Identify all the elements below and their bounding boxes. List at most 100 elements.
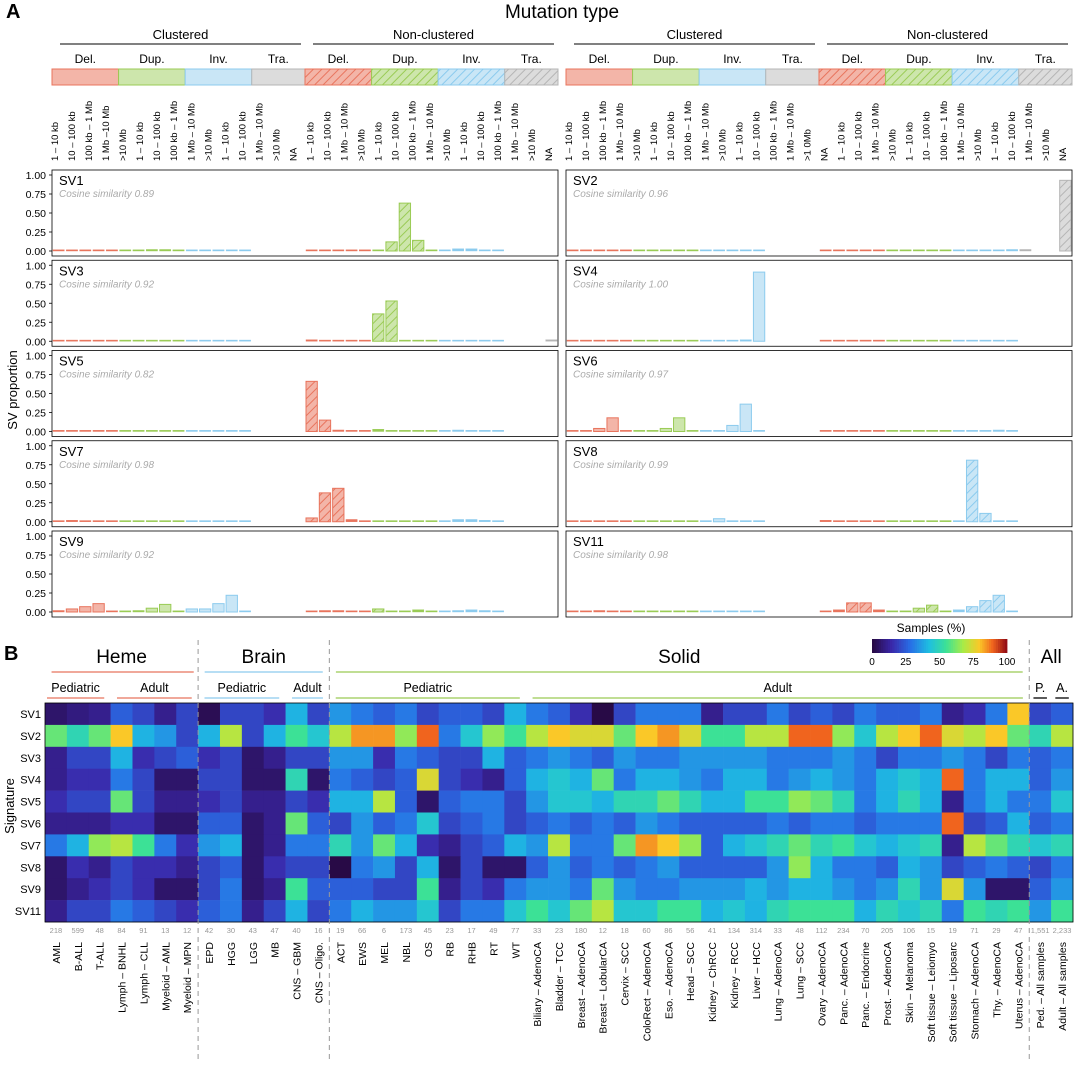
colorbar-segment — [953, 639, 956, 653]
heat-cell-SV1-43 — [985, 703, 1008, 726]
heat-cell-SV3-18 — [438, 746, 461, 769]
heat-col-label: B-ALL — [73, 942, 85, 971]
heat-cell-SV8-14 — [351, 856, 374, 879]
heat-cell-SV4-21 — [504, 768, 527, 791]
bar-SV8-27 — [926, 520, 939, 522]
heat-cell-SV3-31 — [723, 746, 746, 769]
y-tick-label: 0.25 — [26, 408, 47, 420]
x-tick-label: 10 – 100 kb — [854, 111, 865, 161]
heat-cell-SV7-46 — [1051, 834, 1074, 857]
type-stripe-dup — [885, 68, 953, 86]
sample-count: 40 — [292, 926, 300, 935]
colorbar-segment — [982, 639, 985, 653]
heat-col-label: EWS — [357, 942, 369, 966]
heat-cell-SV9-6 — [176, 878, 199, 901]
heat-cell-SV5-23 — [548, 790, 571, 813]
sample-count: 29 — [992, 926, 1000, 935]
colorbar-segment — [991, 639, 994, 653]
heat-cell-SV8-2 — [88, 856, 111, 879]
type-label-dup: Dup. — [653, 52, 678, 66]
bar-SV6-25 — [899, 430, 912, 432]
bar-SV4-21 — [846, 339, 859, 342]
heat-cell-SV6-34 — [788, 812, 811, 835]
bar-SV11-28 — [939, 610, 952, 613]
heat-cell-SV4-5 — [154, 768, 177, 791]
bar-SV7-2 — [79, 520, 92, 522]
bar-SV3-9 — [172, 339, 185, 342]
sample-count: 6 — [382, 926, 386, 935]
bar-SV9-26 — [399, 610, 411, 613]
heat-cell-SV1-6 — [176, 703, 199, 726]
heat-cell-SV1-16 — [394, 703, 418, 726]
bar-SV5-23 — [359, 430, 371, 432]
heat-cell-SV7-24 — [569, 834, 593, 857]
heat-cell-SV4-35 — [810, 768, 833, 791]
bar-SV6-30 — [966, 430, 978, 432]
heat-col-label: ACT — [335, 941, 347, 963]
heat-col-label: Panc. – AdenoCA — [838, 942, 850, 1025]
heat-cell-SV8-4 — [132, 856, 155, 879]
heat-cell-SV7-43 — [985, 834, 1008, 857]
heat-cell-SV9-38 — [876, 878, 899, 901]
heat-cell-SV3-23 — [548, 746, 571, 769]
bar-SV7-22 — [345, 519, 358, 522]
heat-cell-SV2-22 — [526, 724, 549, 748]
heat-cell-SV7-21 — [504, 834, 527, 857]
bar-SV5-2 — [79, 430, 92, 432]
sample-count: 33 — [774, 926, 782, 935]
x-tick-label: >10 Mb — [271, 129, 282, 161]
bar-SV5-0 — [52, 430, 65, 432]
heat-cell-SV7-30 — [701, 834, 724, 857]
x-tick-label: 1 Mb –10 Mb — [101, 106, 112, 161]
heat-cell-SV1-45 — [1029, 703, 1052, 726]
bar-SV5-7 — [146, 430, 158, 432]
heat-cell-SV9-27 — [635, 878, 658, 901]
heat-cell-SV1-35 — [810, 703, 833, 726]
heat-col-label: CNS – Oligo. — [313, 942, 325, 1003]
heat-cell-SV8-27 — [635, 856, 658, 879]
bar-SV9-22 — [345, 610, 358, 613]
bar-SV6-7 — [659, 427, 673, 432]
bar-SV7-3 — [92, 520, 105, 522]
cosine-similarity: Cosine similarity 1.00 — [573, 279, 668, 290]
heat-cell-SV3-14 — [351, 746, 374, 769]
type-stripe-del — [565, 68, 634, 86]
x-tick-label: 1 Mb – 10 Mb — [871, 103, 882, 161]
bar-SV8-4 — [620, 520, 632, 522]
bar-SV9-20 — [319, 610, 331, 613]
colorbar-segment — [962, 639, 965, 653]
bar-SV7-5 — [119, 520, 132, 522]
colorbar-segment — [932, 639, 936, 653]
heat-cell-SV9-32 — [744, 878, 768, 901]
bar-SV11-2 — [593, 610, 606, 613]
type-label-del: Del. — [589, 52, 610, 66]
heat-cell-SV1-11 — [285, 703, 308, 726]
heat-cell-SV9-21 — [504, 878, 527, 901]
bar-SV2-19 — [819, 249, 832, 252]
heat-cell-SV7-44 — [1007, 834, 1030, 857]
heat-cell-SV8-36 — [832, 856, 855, 879]
x-tick-label: 1 – 10 kb — [734, 122, 745, 161]
colorbar-segment — [993, 639, 997, 653]
sample-count: 70 — [861, 926, 869, 935]
bar-SV6-12 — [726, 424, 739, 433]
heat-cell-SV5-39 — [898, 790, 921, 813]
heat-cell-SV3-0 — [45, 746, 68, 769]
heat-cell-SV9-23 — [548, 878, 571, 901]
bar-SV9-4 — [106, 610, 118, 613]
bar-SV1-24 — [372, 249, 385, 252]
heat-col-label: NBL — [401, 942, 413, 963]
bar-SV2-3 — [606, 249, 619, 252]
x-tick-label: 1 – 10 kb — [649, 122, 660, 161]
bar-SV11-11 — [713, 610, 725, 613]
bar-SV7-4 — [106, 520, 118, 522]
heat-cell-SV2-40 — [919, 724, 943, 748]
heat-subgroup-label: Pediatric — [403, 681, 452, 695]
heat-cell-SV5-0 — [45, 790, 68, 813]
x-tick-label: 1 – 10 kb — [306, 122, 317, 161]
bar-SV1-12 — [212, 249, 225, 252]
bar-SV8-9 — [686, 520, 699, 522]
bar-SV3-29 — [438, 339, 451, 342]
heat-cell-SV3-5 — [154, 746, 177, 769]
cosine-similarity: Cosine similarity 0.82 — [59, 370, 154, 381]
